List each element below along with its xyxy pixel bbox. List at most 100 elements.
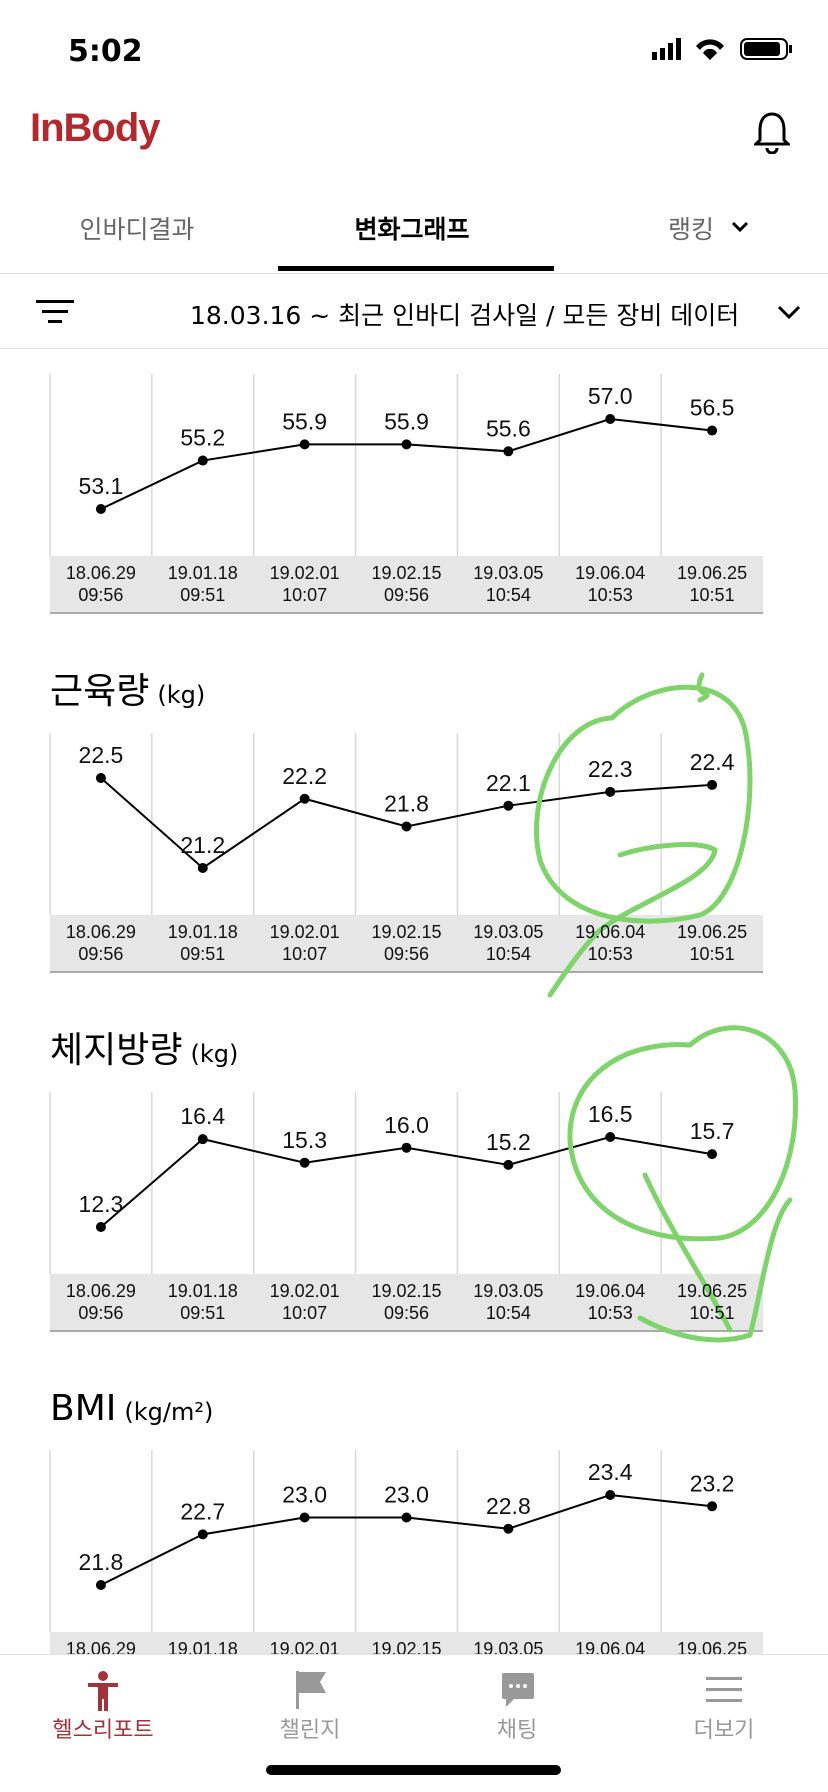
nav-label[interactable]: 채팅 — [496, 1718, 538, 1743]
value-label: 22.4 — [690, 749, 735, 775]
tab-indicator — [278, 266, 554, 271]
x-tick-label: 19.01.18 09:51 — [167, 922, 238, 964]
value-label: 23.2 — [690, 1470, 735, 1496]
x-tick-label: 19.03.05 10:54 — [473, 922, 544, 964]
value-label: 53.1 — [79, 473, 124, 499]
chart-unit: (kg/m²) — [124, 1398, 213, 1426]
x-tick-label: 19.06.25 10:51 — [677, 1281, 748, 1323]
value-label: 57.0 — [588, 383, 633, 409]
value-label: 21.8 — [384, 791, 429, 817]
value-label: 21.2 — [180, 832, 225, 858]
data-point — [95, 1580, 106, 1590]
home-indicator — [266, 1765, 561, 1775]
category-band — [50, 915, 763, 972]
data-point — [197, 863, 208, 873]
value-label: 56.5 — [690, 395, 735, 421]
tab[interactable]: 인바디결과 — [79, 215, 195, 244]
data-point — [299, 793, 310, 804]
data-point — [197, 1529, 208, 1540]
data-point — [197, 1134, 208, 1145]
value-label: 22.5 — [79, 742, 124, 768]
divider — [0, 273, 828, 274]
x-tick-label: 19.06.25 10:51 — [677, 563, 748, 605]
nav-icon[interactable] — [294, 1669, 328, 1709]
bottom-nav: 헬스리포트 챌린지 채팅 더보기 — [0, 1654, 828, 1792]
status-time: 5:02 — [68, 34, 143, 69]
data-point — [95, 1222, 106, 1232]
x-tick-label: 19.02.15 09:56 — [371, 922, 442, 964]
data-point — [707, 779, 718, 790]
nav-icon[interactable] — [706, 1675, 742, 1705]
annotation — [534, 672, 799, 1343]
data-point — [605, 1490, 616, 1500]
data-point — [503, 800, 514, 811]
filter-icon[interactable] — [36, 298, 76, 326]
x-tick-label: 19.06.04 10:53 — [575, 1281, 646, 1323]
value-label: 16.5 — [588, 1101, 633, 1127]
data-point — [401, 1142, 412, 1153]
data-point — [401, 821, 412, 832]
data-point — [605, 414, 616, 424]
value-label: 23.4 — [588, 1459, 633, 1485]
filter-text[interactable]: 18.03.16 ~ 최근 인바디 검사일 / 모든 장비 데이터 — [190, 301, 740, 330]
nav-label[interactable]: 챌린지 — [279, 1718, 341, 1743]
plot-area — [50, 1450, 763, 1632]
nav-label[interactable]: 더보기 — [693, 1718, 755, 1743]
data-point — [401, 439, 412, 450]
value-label: 21.8 — [79, 1549, 124, 1575]
nav-label-active[interactable]: 헬스리포트 — [52, 1718, 154, 1743]
x-tick-label: 19.03.05 10:54 — [473, 563, 544, 605]
value-label: 16.0 — [384, 1112, 429, 1138]
data-point — [299, 1157, 310, 1168]
data-point — [503, 446, 514, 457]
value-label: 22.3 — [588, 756, 633, 782]
status-icons — [652, 38, 792, 60]
value-label: 22.8 — [486, 1493, 531, 1519]
plot-area — [50, 374, 763, 556]
nav-icon[interactable] — [500, 1671, 536, 1709]
logo: InBody — [30, 106, 161, 150]
value-label: 15.7 — [690, 1118, 735, 1144]
value-label: 55.9 — [384, 408, 429, 434]
data-point — [503, 1159, 514, 1170]
data-point — [401, 1512, 412, 1523]
chart-title: 근육량 — [50, 671, 149, 712]
value-label: 23.0 — [282, 1482, 327, 1508]
plot-area — [50, 1092, 763, 1274]
bell-icon[interactable] — [754, 110, 790, 154]
data-point — [605, 786, 616, 797]
value-label: 23.0 — [384, 1482, 429, 1508]
value-label: 15.3 — [282, 1127, 327, 1153]
value-label: 22.7 — [180, 1498, 225, 1524]
data-point — [707, 425, 718, 436]
value-label: 12.3 — [79, 1191, 124, 1217]
data-point — [197, 455, 208, 466]
x-tick-label: 19.06.04 10:53 — [575, 922, 646, 964]
data-point — [707, 1501, 718, 1512]
chart-unit: (kg) — [157, 681, 205, 709]
chevron — [731, 221, 749, 233]
value-label: 15.2 — [486, 1129, 531, 1155]
data-point — [605, 1132, 616, 1142]
data-point — [503, 1523, 514, 1534]
x-tick-label: 18.06.29 09:56 — [65, 922, 136, 964]
chevron[interactable] — [776, 304, 802, 322]
data-point — [95, 504, 106, 514]
data-point — [299, 439, 310, 450]
tab[interactable]: 랭킹 — [667, 215, 715, 244]
value-label: 22.1 — [486, 770, 531, 796]
x-tick-label: 19.03.05 10:54 — [473, 1281, 544, 1323]
x-tick-label: 19.02.15 09:56 — [371, 563, 442, 605]
value-label: 55.6 — [486, 415, 531, 441]
x-tick-label: 19.02.01 10:07 — [269, 922, 340, 964]
chart-title: BMI — [50, 1388, 116, 1429]
x-tick-label: 18.06.29 09:56 — [65, 563, 136, 605]
value-label: 55.2 — [180, 425, 225, 451]
chart-unit: (kg) — [190, 1040, 238, 1068]
x-tick-label: 19.06.25 10:51 — [677, 922, 748, 964]
tab-active[interactable]: 변화그래프 — [354, 215, 470, 244]
x-tick-label: 19.02.01 10:07 — [269, 1281, 340, 1323]
nav-icon[interactable] — [86, 1671, 120, 1711]
